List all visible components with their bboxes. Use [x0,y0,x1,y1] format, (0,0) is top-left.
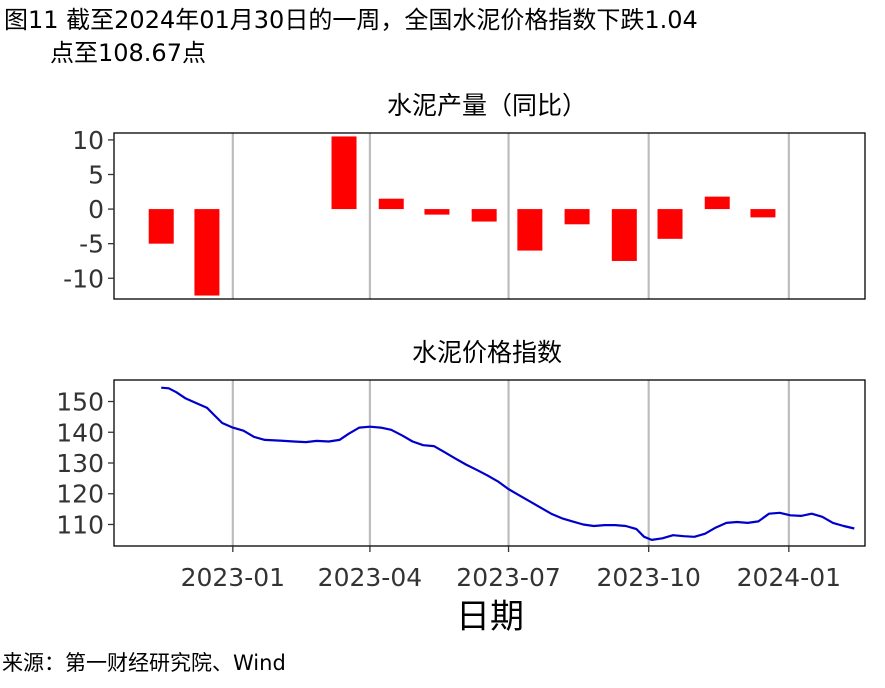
production-bars [148,136,776,296]
production-y-axis: 10 5 0 -5 -10 [63,126,114,293]
production-bar-2023-11 [704,196,730,210]
production-bar-2023-06 [471,209,497,222]
production-bar-2023-05 [424,209,450,215]
production-panel-title: 水泥产量（同比） [387,91,587,120]
production-bar-2023-10 [657,209,683,239]
price-index-grid [231,380,790,546]
production-y-tick-label: 10 [72,126,104,155]
production-bar-2022-12 [194,209,220,296]
production-bar-2023-07 [517,209,543,251]
production-bar-2023-04 [378,198,404,210]
price-index-panel-title: 水泥价格指数 [412,338,562,367]
price-index-y-tick-label: 140 [56,418,104,447]
production-y-tick-label: -5 [79,230,104,259]
production-panel: 水泥产量（同比） 10 5 0 -5 -10 [63,91,866,300]
x-tick-label: 2023-10 [596,563,700,592]
production-bar-2022-11 [148,209,174,244]
x-tick-label: 2023-04 [318,563,422,592]
x-tick-label: 2023-07 [456,563,560,592]
production-y-tick-label: 5 [88,161,104,190]
production-bar-2023-09 [611,209,637,261]
production-y-tick-label: 0 [88,195,104,224]
price-index-y-tick-label: 120 [56,480,104,509]
price-index-line [161,386,855,542]
price-index-y-tick-label: 150 [56,388,104,417]
production-bar-2023-08 [564,209,590,225]
x-tick-label: 2023-01 [181,563,285,592]
date-x-axis: 2023-01 2023-04 2023-07 2023-10 2024-01 [181,546,841,592]
figure-title-line-2: 点至108.67点 [50,39,206,67]
production-bar-2023-03 [331,136,357,210]
x-axis-label: 日期 [456,597,524,637]
production-grid [231,133,790,299]
price-index-y-tick-label: 130 [56,449,104,478]
production-frame [113,132,866,300]
production-bar-2023-12 [750,209,776,218]
price-index-frame [113,379,866,547]
figure-title: 图11 截至2024年01月30日的一周，全国水泥价格指数下跌1.04 点至10… [4,4,874,70]
figure-title-line-1: 图11 截至2024年01月30日的一周，全国水泥价格指数下跌1.04 [4,6,698,34]
production-y-tick-label: -10 [63,264,104,293]
x-tick-label: 2024-01 [737,563,841,592]
price-index-y-tick-label: 110 [56,510,104,539]
source-note: 来源：第一财经研究院、Wind [2,651,286,675]
